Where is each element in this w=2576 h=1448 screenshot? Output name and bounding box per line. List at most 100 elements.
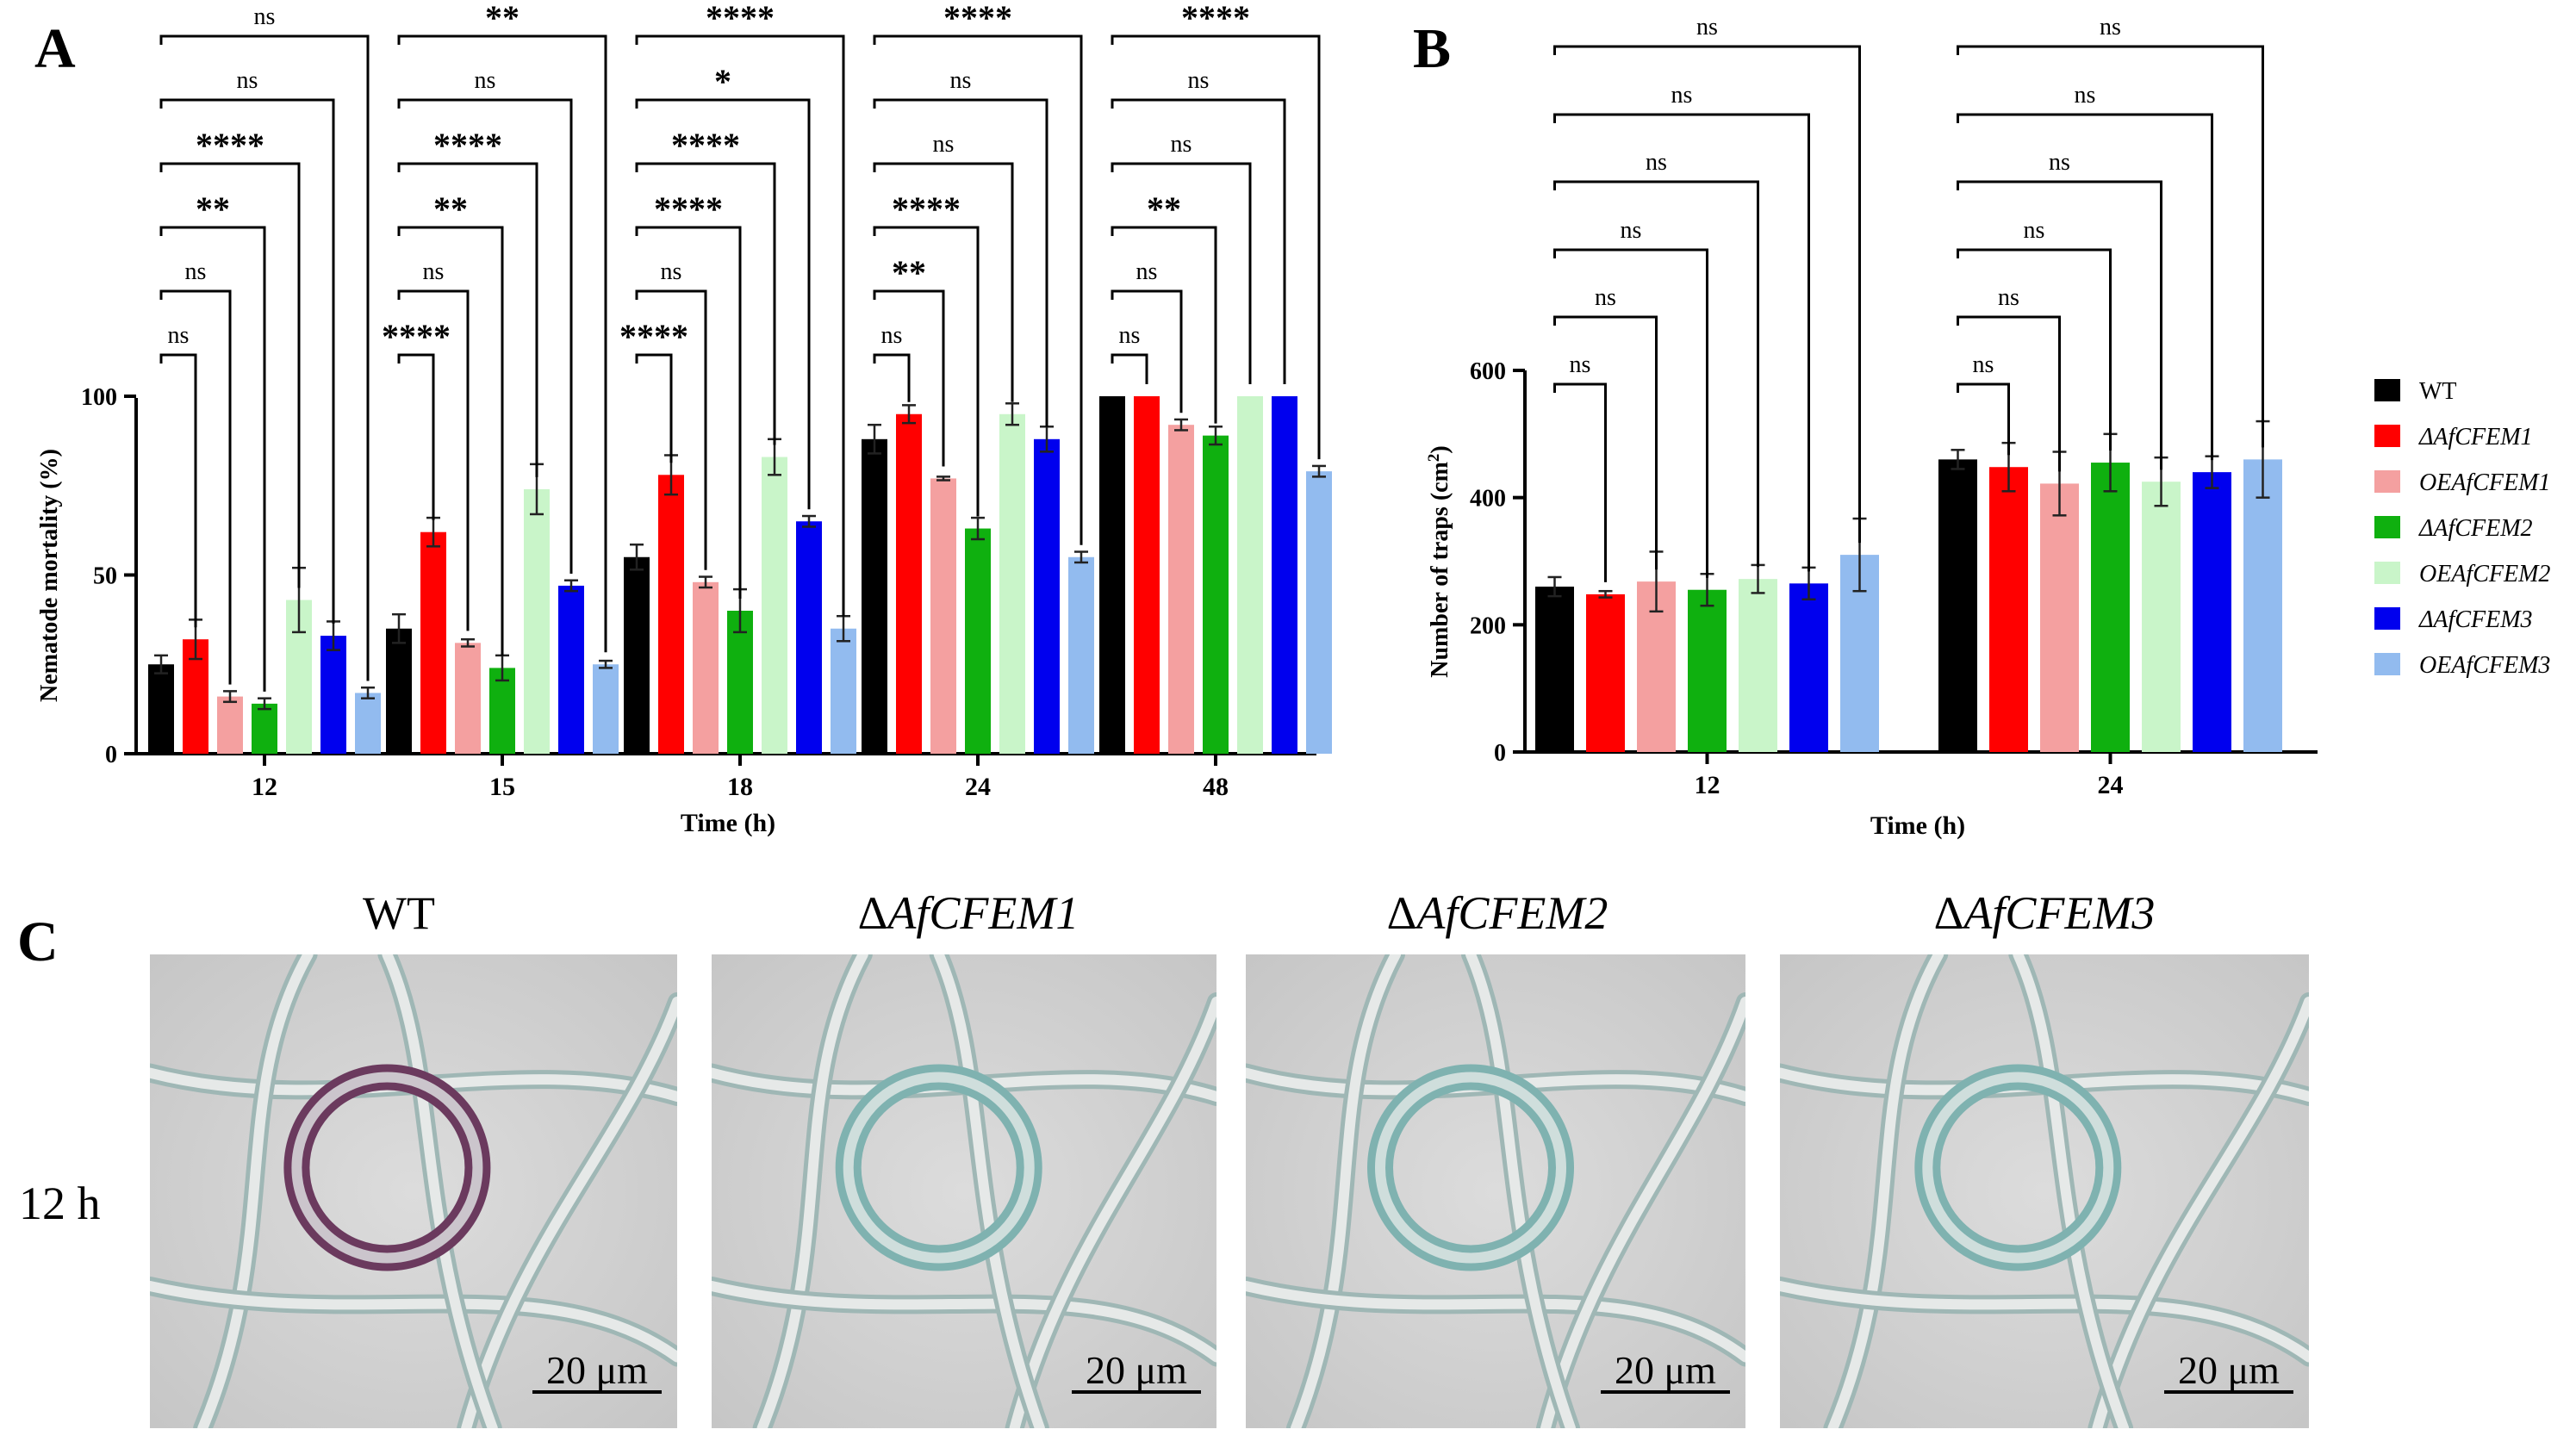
scale-bar-label: 20 μm xyxy=(546,1348,648,1392)
chartA-sig-bracket xyxy=(873,226,980,517)
micrograph: 20 μm xyxy=(1246,954,1745,1428)
chartA-sig-bracket xyxy=(397,162,538,477)
chartA-sig-bracket xyxy=(1111,226,1217,424)
chartB-bar xyxy=(1739,579,1777,752)
chartA-sig-label: **** xyxy=(671,126,740,165)
chartB-sig-bracket xyxy=(1957,45,2264,448)
chartA-sig-bracket xyxy=(635,162,776,445)
chartA-sig-bracket xyxy=(873,353,911,402)
chartA-bar xyxy=(489,668,515,754)
chartA-bar xyxy=(252,703,277,754)
chartA-bar xyxy=(658,475,684,754)
chartA-bar xyxy=(1068,556,1094,754)
hypha-core xyxy=(461,997,677,1428)
hypha-core xyxy=(1827,954,1944,1428)
hypha-core xyxy=(1780,1281,2309,1363)
chartB-bar xyxy=(2091,463,2130,752)
panel-label-a: A xyxy=(34,17,76,80)
chartB-sig-label: ns xyxy=(2075,82,2096,109)
chartA-sig-label: ns xyxy=(237,67,258,94)
chartB-bar xyxy=(1688,589,1727,752)
micrograph-title-gene: AfCFEM2 xyxy=(1414,887,1608,939)
trap-ring-highlight xyxy=(291,1072,483,1264)
chartA-bar xyxy=(796,521,822,754)
chartA-sig-bracket xyxy=(1111,98,1286,384)
chartA-sig-label: ns xyxy=(1188,67,1210,94)
chartA-bar xyxy=(1237,396,1263,754)
micrograph-title-delta: Δ xyxy=(1934,887,1964,939)
chart-b-y-label-sup: 2 xyxy=(1425,454,1443,463)
chartA-sig-label: ns xyxy=(933,131,955,158)
chartA-sig-bracket xyxy=(873,98,1048,427)
micrograph-hyphae xyxy=(150,954,677,1428)
legend-swatch xyxy=(2374,425,2400,447)
legend-label: ΔAfCFEM1 xyxy=(2418,424,2533,451)
chartA-bar xyxy=(930,478,956,754)
chartA-sig-label: **** xyxy=(654,190,723,228)
chartB-sig-label: ns xyxy=(1998,284,2019,311)
chartA-sig-label: ns xyxy=(423,258,445,285)
chartB-sig-bracket xyxy=(1957,248,2112,451)
chartB-sig-bracket xyxy=(1553,180,1759,568)
hypha-core xyxy=(1465,954,1576,1428)
chartA-sig-label: ** xyxy=(433,190,468,228)
micrograph: 20 μm xyxy=(150,954,677,1428)
chartA-sig-label: ** xyxy=(1147,190,1181,228)
chartB-sig-label: ns xyxy=(1595,284,1616,311)
chartB-sig-bracket xyxy=(1553,315,1658,570)
chartA-bar xyxy=(831,628,856,754)
chartA-bar xyxy=(1034,438,1060,754)
chartA-sig-label: ns xyxy=(254,3,276,30)
chartB-sig-label: ns xyxy=(2024,217,2045,244)
chartA-sig-label: ns xyxy=(1171,131,1192,158)
row-label: 12 h xyxy=(19,1178,101,1229)
chart-a-y-label: Nematode mortality (%) xyxy=(36,449,63,702)
chartA-sig-bracket xyxy=(635,34,845,617)
trap-ring-highlight xyxy=(843,1072,1035,1264)
chartA-sig-label: **** xyxy=(196,126,264,165)
chartA-bar xyxy=(1168,425,1194,754)
chartA-sig-bracket xyxy=(1111,34,1321,460)
chartA-bar xyxy=(624,556,650,754)
chartA-y-tick-label: 0 xyxy=(105,742,117,768)
legend-swatch xyxy=(2374,379,2400,401)
legend-label: ΔAfCFEM2 xyxy=(2418,515,2533,542)
chartA-bar xyxy=(1306,471,1332,754)
chartA-bar xyxy=(355,693,381,754)
chartA-sig-bracket xyxy=(1111,289,1183,413)
chartA-sig-label: ** xyxy=(485,0,520,37)
chartB-bar xyxy=(1989,467,2028,752)
legend-label: OEAfCFEM2 xyxy=(2419,561,2550,587)
hypha-core xyxy=(1540,997,1745,1428)
chartB-sig-label: ns xyxy=(2100,14,2121,40)
chartA-x-tick-label: 15 xyxy=(489,773,515,801)
chartA-bar xyxy=(148,664,174,754)
chartB-sig-bracket xyxy=(1957,113,2213,461)
chartB-sig-label: ns xyxy=(1671,82,1693,109)
chartA-sig-label: **** xyxy=(1181,0,1250,37)
legend-label: OEAfCFEM3 xyxy=(2419,652,2550,679)
chartA-sig-label: **** xyxy=(619,317,688,356)
chartB-sig-label: ns xyxy=(1646,149,1667,176)
chartA-sig-label: ns xyxy=(475,67,496,94)
micrograph-title-gene: AfCFEM3 xyxy=(1961,887,2155,939)
chartA-sig-bracket xyxy=(159,98,335,625)
chartA-sig-label: **** xyxy=(382,317,451,356)
chartB-y-tick-label: 200 xyxy=(1470,612,1506,639)
legend-swatch xyxy=(2374,562,2400,584)
hypha-core xyxy=(756,954,868,1428)
chartA-bar xyxy=(1099,396,1125,754)
chartA-bar xyxy=(727,611,753,754)
chartB-sig-bracket xyxy=(1553,382,1607,582)
legend-swatch xyxy=(2374,470,2400,493)
scale-bar-label: 20 μm xyxy=(1615,1348,1716,1392)
hypha-core xyxy=(150,1281,677,1363)
chartA-sig-bracket xyxy=(159,226,266,692)
chartB-bar xyxy=(2142,482,2181,752)
chartB-sig-label: ns xyxy=(1973,351,1994,378)
chartA-sig-bracket xyxy=(1111,353,1148,384)
chartA-sig-bracket xyxy=(397,226,504,656)
